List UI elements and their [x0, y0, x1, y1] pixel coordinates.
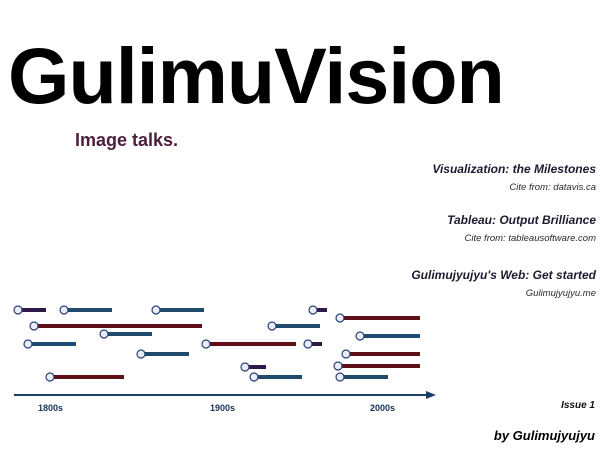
- reference-title: Visualization: the Milestones: [432, 162, 596, 176]
- timeline-node: [308, 305, 318, 315]
- timeline-node: [335, 372, 345, 382]
- timeline-node: [151, 305, 161, 315]
- timeline-node: [303, 339, 313, 349]
- timeline-node: [267, 321, 277, 331]
- timeline-node: [136, 349, 146, 359]
- timeline-node: [13, 305, 23, 315]
- timeline-node: [355, 331, 365, 341]
- magazine-title: GulimuVision: [8, 31, 505, 120]
- axis-label-1900s: 1900s: [210, 403, 235, 413]
- axis-label-1800s: 1800s: [38, 403, 63, 413]
- timeline-node: [23, 339, 33, 349]
- reference-item: Tableau: Output Brilliance Cite from: ta…: [447, 213, 596, 244]
- timeline-node: [249, 372, 259, 382]
- reference-cite: Cite from: tableausoftware.com: [464, 233, 596, 244]
- reference-cite: Cite from: datavis.ca: [509, 182, 596, 193]
- timeline-node: [341, 349, 351, 359]
- author-byline: by Gulimujyujyu: [493, 428, 595, 443]
- timeline-node: [201, 339, 211, 349]
- reference-item: Gulimujyujyu's Web: Get started Gulimujy…: [411, 268, 596, 299]
- timeline-node: [99, 329, 109, 339]
- reference-cite: Gulimujyujyu.me: [525, 288, 596, 299]
- axis-arrowhead: [426, 391, 436, 399]
- issue-number: Issue 1: [561, 400, 595, 411]
- timeline-bars: [13, 305, 420, 382]
- timeline-node: [45, 372, 55, 382]
- reference-item: Visualization: the Milestones Cite from:…: [432, 162, 596, 193]
- reference-title: Gulimujyujyu's Web: Get started: [411, 268, 596, 282]
- timeline-node: [335, 313, 345, 323]
- timeline-node: [240, 362, 250, 372]
- timeline-axis: [14, 391, 436, 399]
- timeline-node: [29, 321, 39, 331]
- timeline-node: [333, 361, 343, 371]
- tagline: Image talks.: [75, 130, 179, 150]
- reference-title: Tableau: Output Brilliance: [447, 213, 596, 227]
- timeline-node: [59, 305, 69, 315]
- axis-label-2000s: 2000s: [370, 403, 395, 413]
